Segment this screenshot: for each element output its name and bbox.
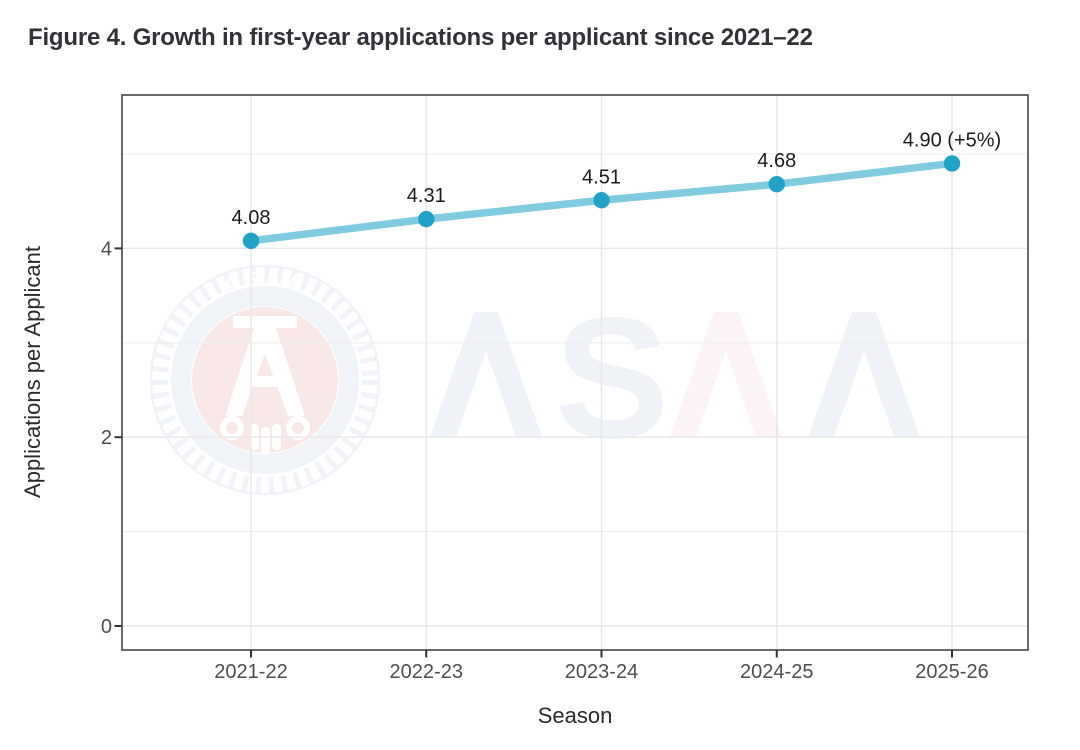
x-tick-label: 2021-22 [214, 661, 287, 683]
data-point-labels: 4.08 4.31 4.51 4.68 4.90 (+5%) [232, 129, 1002, 228]
x-axis-tick-labels: 2021-22 2022-23 2023-24 2024-25 2025-26 [214, 661, 988, 683]
x-tick-label: 2024-25 [740, 661, 813, 683]
asaa-wordmark-watermark: S [430, 282, 920, 474]
data-point [242, 232, 260, 250]
figure-title: Figure 4. Growth in first-year applicati… [28, 24, 813, 51]
data-series [242, 155, 961, 250]
y-tick-label: 2 [101, 427, 112, 449]
data-point [418, 210, 435, 228]
seal-band-ring [171, 286, 359, 474]
gridlines-minor [122, 153, 1028, 533]
asaa-seal-watermark: ASAA [149, 264, 381, 496]
axis-tick-marks [114, 247, 953, 658]
x-tick-label: 2025-26 [915, 661, 988, 683]
wordmark-letter-a2 [670, 312, 782, 437]
y-axis-tick-labels: 0 2 4 [101, 238, 112, 638]
data-point-label: 4.68 [757, 150, 796, 172]
data-point-label: 4.90 (+5%) [903, 129, 1001, 151]
gridlines-major [122, 95, 1028, 650]
y-axis-title: Applications per Applicant [20, 246, 45, 498]
wordmark-letter-a3 [808, 312, 920, 437]
y-tick-label: 4 [101, 238, 112, 260]
seal-wreath-ring [152, 267, 378, 493]
x-tick-label: 2022-23 [390, 661, 463, 683]
wordmark-letter-s: S [555, 282, 670, 474]
seal-outer-ring [149, 264, 381, 496]
asaa-watermark: ASAA S [149, 264, 920, 496]
x-axis-title: Season [538, 703, 613, 728]
data-point [593, 192, 610, 209]
wordmark-letter-a1 [430, 312, 542, 437]
data-point-label: 4.31 [407, 185, 446, 207]
plot-panel-border [121, 94, 1029, 651]
data-point-label: 4.08 [232, 207, 271, 229]
data-point [943, 155, 961, 172]
data-point [768, 176, 785, 193]
x-tick-label: 2023-24 [565, 661, 638, 683]
data-point-label: 4.51 [582, 166, 621, 188]
y-tick-label: 0 [101, 616, 112, 638]
